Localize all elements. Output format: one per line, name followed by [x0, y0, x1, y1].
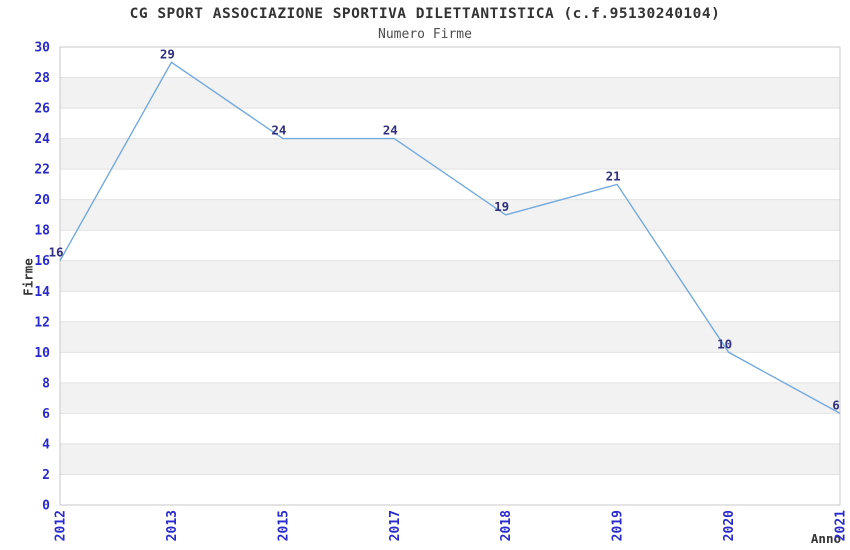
data-point-label: 24 — [383, 123, 398, 138]
y-tick-label: 24 — [34, 132, 50, 147]
data-point-label: 29 — [160, 46, 175, 61]
y-tick-label: 0 — [42, 499, 50, 514]
y-tick-label: 8 — [42, 376, 50, 391]
x-tick-label: 2020 — [722, 510, 737, 541]
y-tick-label: 20 — [34, 193, 50, 208]
y-tick-label: 26 — [34, 102, 50, 117]
chart-subtitle: Numero Firme — [378, 27, 472, 42]
plot-band — [60, 199, 840, 231]
plot-band — [60, 260, 840, 292]
y-tick-label: 30 — [34, 41, 50, 56]
x-tick-label: 2015 — [276, 510, 291, 541]
x-tick-label: 2021 — [834, 510, 849, 541]
y-tick-label: 12 — [34, 315, 50, 330]
y-tick-label: 6 — [42, 407, 50, 422]
y-tick-label: 14 — [34, 285, 50, 300]
y-tick-label: 10 — [34, 346, 50, 361]
y-tick-label: 18 — [34, 224, 50, 239]
x-tick-label: 2012 — [54, 510, 69, 541]
data-point-label: 6 — [832, 397, 840, 412]
data-point-label: 10 — [717, 336, 732, 351]
x-tick-label: 2019 — [611, 510, 626, 541]
x-tick-label: 2018 — [499, 510, 514, 541]
y-tick-label: 16 — [34, 254, 50, 269]
x-tick-label: 2013 — [165, 510, 180, 541]
data-point-label: 24 — [271, 123, 286, 138]
data-point-label: 16 — [48, 245, 63, 260]
plot-band — [60, 321, 840, 353]
data-point-label: 19 — [494, 199, 509, 214]
chart-title: CG SPORT ASSOCIAZIONE SPORTIVA DILETTANT… — [129, 6, 721, 22]
plot-band — [60, 77, 840, 109]
y-tick-label: 22 — [34, 163, 50, 178]
data-point-label: 21 — [606, 168, 621, 183]
y-tick-label: 2 — [42, 468, 50, 483]
x-tick-label: 2017 — [388, 510, 403, 541]
x-axis-title: Anno — [810, 531, 841, 546]
plot-band — [60, 382, 840, 414]
plot-band — [60, 138, 840, 170]
plot-border — [59, 46, 841, 506]
y-tick-label: 28 — [34, 71, 50, 86]
series-line — [59, 61, 841, 415]
plot-band — [60, 443, 840, 475]
y-tick-label: 4 — [42, 437, 50, 452]
